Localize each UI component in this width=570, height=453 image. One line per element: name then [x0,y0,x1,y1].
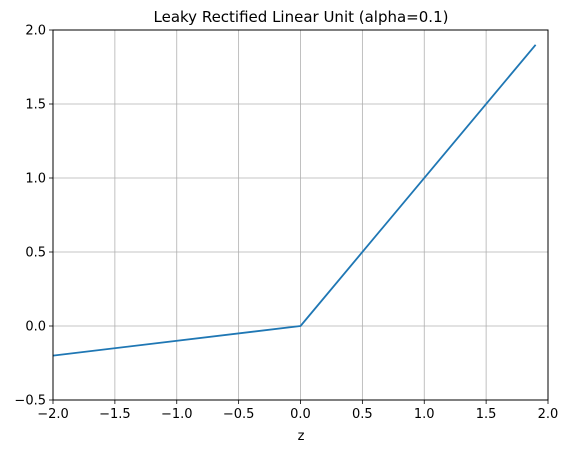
y-tick-label: 2.0 [25,24,46,39]
y-tick-label: 0.5 [25,246,46,261]
ticks: −2.0 −1.5 −1.0 −0.5 0.0 0.5 1.0 1.5 2.0 −0.5 0.0 0.… [14,24,558,423]
y-tick-label: 1.5 [25,98,46,113]
series-layer [52,44,537,357]
y-tick-label: 1.0 [25,172,46,187]
grid [52,29,549,401]
x-tick-label: 2.0 [538,407,559,422]
x-tick-label: −2.0 [37,407,69,422]
x-tick-label: −0.5 [223,407,255,422]
y-tick-label: −0.5 [14,394,46,409]
x-tick-label: 0.0 [290,407,311,422]
x-tick-label: 1.5 [476,407,497,422]
x-tick-label: −1.5 [99,407,131,422]
x-tick-label: 1.0 [414,407,435,422]
chart-title: Leaky Rectified Linear Unit (alpha=0.1) [154,8,449,26]
y-tick-label: 0.0 [25,320,46,335]
x-axis-label: z [298,429,305,444]
x-tick-label: −1.0 [161,407,193,422]
series-line [52,44,537,357]
x-tick-label: 0.5 [352,407,373,422]
